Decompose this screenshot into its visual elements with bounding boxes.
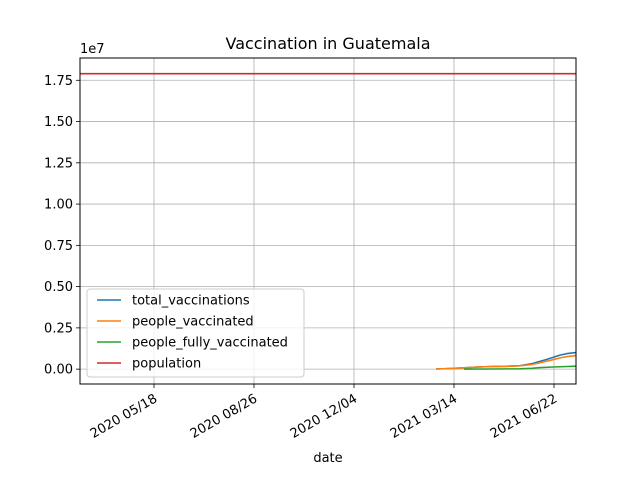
y-tick-label: 1.75 <box>44 74 73 89</box>
plot-frame <box>79 57 577 385</box>
y-tick-label: 1.25 <box>44 156 73 171</box>
series-line-people-fully-vaccinated <box>463 365 577 370</box>
legend: total_vaccinations people_vaccinatedpeopl… <box>86 288 305 378</box>
legend-label: total_vaccinations <box>132 294 250 309</box>
y-tick-label: 1.50 <box>44 115 73 130</box>
legend-box <box>86 288 305 378</box>
series-line-people-vaccinated <box>435 354 577 370</box>
y-tick-label: 0.00 <box>44 363 73 378</box>
y-axis: 0.00 0.25 0.50 0.75 1.00 1.25 1.50 1.75 <box>44 74 80 378</box>
y-tick-label: 1.00 <box>44 198 73 213</box>
chart-title: Vaccination in Guatemala <box>226 34 431 53</box>
y-tick-label: 0.25 <box>44 321 73 336</box>
plot-lines <box>80 72 577 370</box>
legend-label: population <box>132 357 201 372</box>
legend-label: people_fully_vaccinated <box>132 336 288 351</box>
x-axis-label: date <box>313 451 342 466</box>
y-tick-label: 0.75 <box>44 239 73 254</box>
y-axis-multiplier: 1e7 <box>80 42 105 57</box>
legend-label: people_vaccinated <box>132 315 254 330</box>
y-tick-label: 0.50 <box>44 280 73 295</box>
